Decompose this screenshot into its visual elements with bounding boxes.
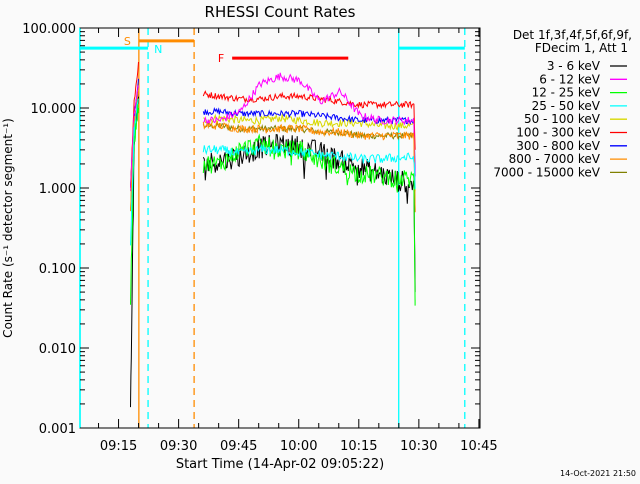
series-line-25-50keV — [130, 98, 139, 246]
y-axis-label: Count Rate (s⁻¹ detector segment⁻¹) — [1, 118, 15, 338]
legend: Det 1f,3f,4f,5f,6f,9f, FDecim 1, Att 1 3… — [493, 28, 632, 179]
legend-entry-label: 800 - 7000 keV — [509, 152, 601, 166]
interval-label: N — [154, 43, 162, 56]
x-tick-label: 10:00 — [280, 439, 317, 454]
y-tick-label: 0.001 — [39, 422, 76, 437]
y-tick-label: 100.000 — [22, 22, 76, 37]
series-line-6-12keV — [202, 72, 416, 188]
legend-header-2: FDecim 1, Att 1 — [535, 41, 628, 55]
generation-timestamp: 14-Oct-2021 21:50 — [560, 469, 636, 478]
legend-entry-label: 25 - 50 keV — [532, 99, 601, 113]
x-tick-label: 10:15 — [340, 439, 377, 454]
y-tick-label: 0.010 — [39, 342, 76, 357]
legend-header-1: Det 1f,3f,4f,5f,6f,9f, — [513, 28, 632, 42]
interval-bars: S N F — [80, 35, 465, 65]
series-line-25-50keV — [202, 143, 416, 190]
y-tick-label: 10.000 — [31, 102, 77, 117]
x-axis-label: Start Time (14-Apr-02 09:05:22) — [176, 457, 384, 472]
series-line-12-25keV — [202, 133, 416, 306]
series-line-300-800keV — [202, 106, 416, 177]
series-line-50-100keV — [203, 113, 416, 192]
x-tick-label: 09:30 — [160, 439, 197, 454]
legend-entry-label: 6 - 12 keV — [539, 72, 601, 86]
interval-label: S — [124, 35, 131, 48]
series-line-6-12keV — [130, 85, 139, 192]
series-line-800-7000keV — [202, 121, 416, 213]
chart-title: RHESSI Count Rates — [205, 3, 356, 21]
x-tick-label: 09:15 — [100, 439, 137, 454]
x-tick-label: 09:45 — [220, 439, 257, 454]
legend-entry-label: 300 - 800 keV — [516, 139, 600, 153]
series-lines — [130, 61, 416, 408]
legend-entry-label: 50 - 100 keV — [524, 112, 601, 126]
legend-entry-label: 100 - 300 keV — [516, 126, 600, 140]
y-tick-label: 1.000 — [39, 182, 76, 197]
legend-entry-label: 7000 - 15000 keV — [493, 165, 600, 179]
legend-entry-label: 3 - 6 keV — [547, 59, 601, 73]
interval-label: F — [218, 52, 224, 65]
series-line-100-300keV — [202, 90, 416, 150]
y-tick-label: 0.100 — [39, 262, 76, 277]
x-tick-label: 10:30 — [400, 439, 437, 454]
legend-entry-label: 12 - 25 keV — [532, 86, 601, 100]
axes: 100.000 10.000 1.000 0.100 0.010 0.001 09:15 09… — [22, 22, 497, 454]
x-tick-label: 10:45 — [460, 439, 497, 454]
